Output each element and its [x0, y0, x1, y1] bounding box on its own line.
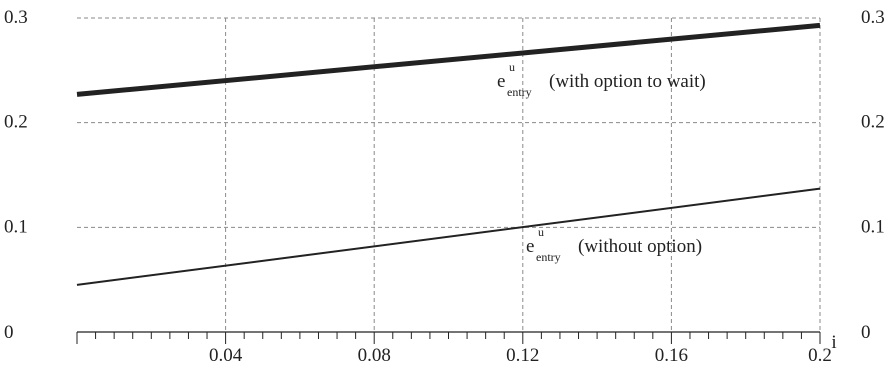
axes: [76, 331, 821, 344]
x-tick-label-1: 0.08: [358, 345, 391, 366]
series-label-sup: u: [509, 60, 515, 74]
series-label-1: eu entry (without option): [526, 225, 702, 264]
grid: [77, 17, 821, 332]
x-tick-label-2: 0.12: [506, 345, 539, 366]
y-tick-label-right-0: 0: [861, 322, 871, 343]
y-tick-label-left-3: 0.3: [4, 7, 28, 28]
series-label-0: eu entry (with option to wait): [497, 60, 706, 99]
labels: 0.04 0.08 0.12 0.16 0.2i0 00.1 0.10.2 0.20.3 0.3…: [4, 7, 885, 366]
series-label-text: (without option): [578, 236, 702, 257]
y-tick-label-right-3: 0.3: [861, 7, 885, 28]
x-tick-label-3: 0.16: [655, 345, 688, 366]
x-tick-label-4: 0.2: [808, 345, 832, 366]
series-label-base: e: [526, 236, 534, 257]
y-tick-label-right-1: 0.1: [861, 216, 885, 237]
y-tick-label-left-1: 0.1: [4, 216, 28, 237]
series-lines: [76, 22, 821, 286]
series-line-1: [76, 187, 821, 286]
series-label-sup: u: [538, 225, 544, 239]
x-tick-label-0: 0.04: [209, 345, 243, 366]
series-line-0: [76, 22, 821, 97]
x-axis-label: i: [831, 332, 836, 353]
series-label-base: e: [497, 71, 505, 92]
y-tick-label-left-2: 0.2: [4, 112, 28, 133]
y-tick-label-left-0: 0: [4, 322, 14, 343]
series-label-text: (with option to wait): [549, 71, 706, 92]
series-label-sub: entry: [507, 85, 532, 99]
y-tick-label-right-2: 0.2: [861, 112, 885, 133]
series-label-sub: entry: [536, 250, 561, 264]
